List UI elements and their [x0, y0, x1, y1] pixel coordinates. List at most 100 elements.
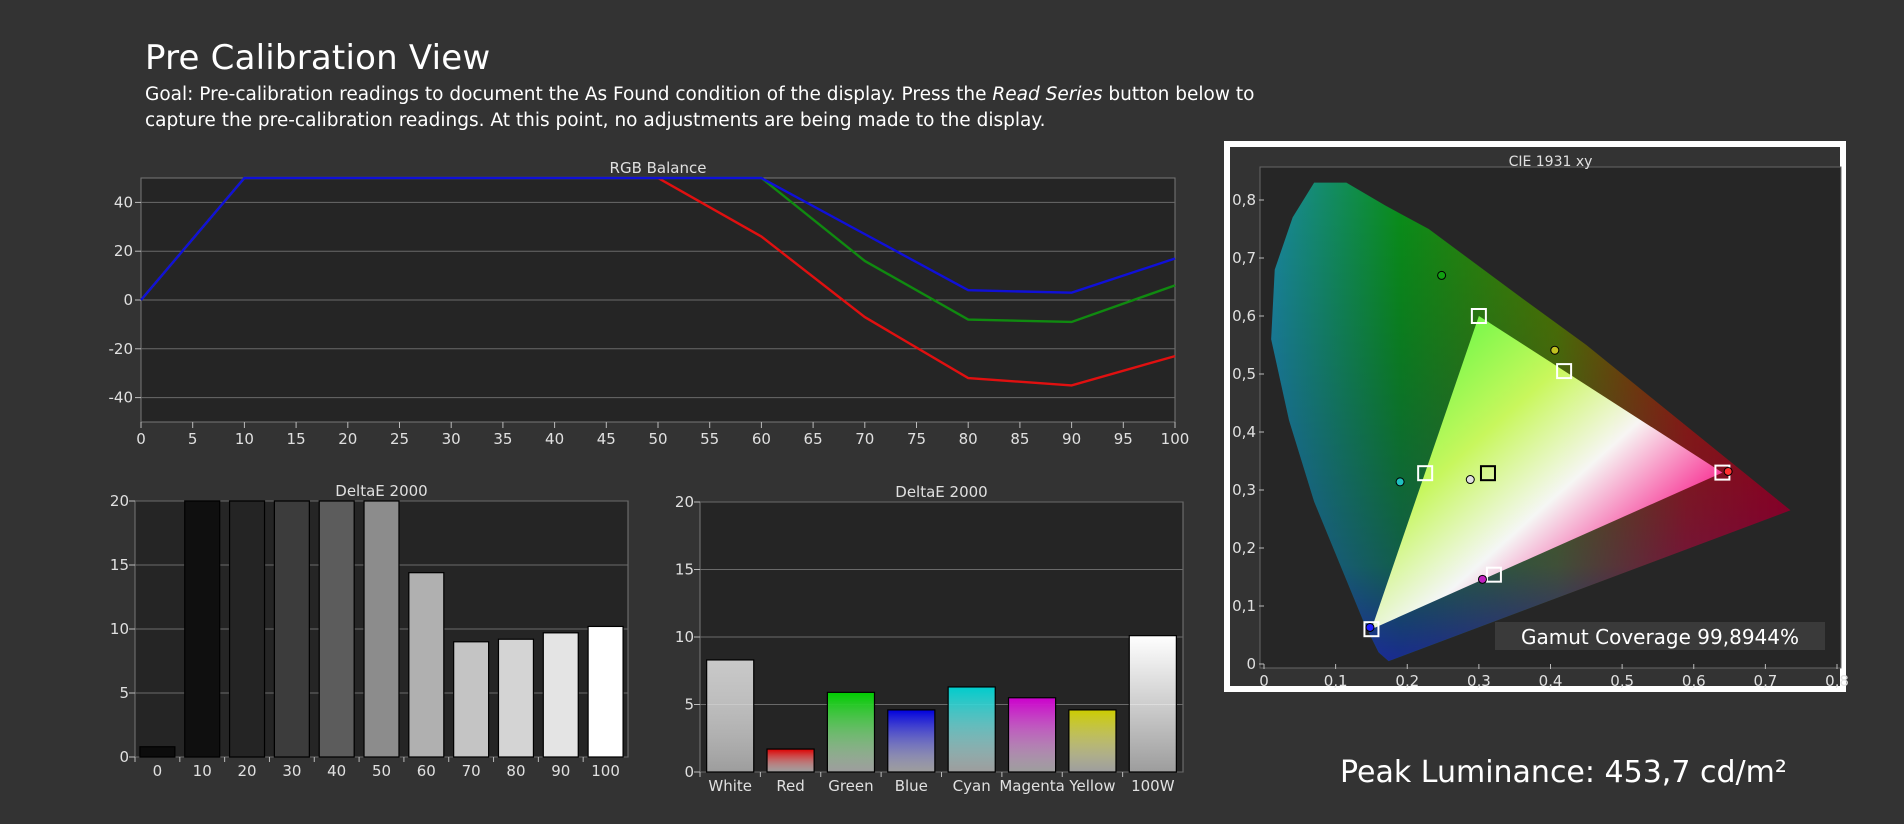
grayscale-x-tick-label: 60 [417, 762, 436, 780]
cie-measured-blue [1365, 622, 1375, 632]
cie-target-white [1479, 465, 1496, 482]
grayscale-bar-6 [408, 572, 445, 758]
grayscale-bar-3 [273, 500, 310, 758]
grayscale-x-tick-label: 20 [237, 762, 256, 780]
grayscale-x-tick-label: 40 [327, 762, 346, 780]
cie-target-cyan [1417, 465, 1434, 482]
colors-bar-1 [766, 748, 815, 773]
peak-luminance: Peak Luminance: 453,7 cd/m² [1340, 755, 1787, 790]
cie-y-tick-label: 0,3 [1232, 481, 1256, 499]
rgb-x-tick-label: 90 [1062, 430, 1081, 448]
cie-y-tick-label: 0,2 [1232, 539, 1256, 557]
rgb-x-tick-label: 45 [597, 430, 616, 448]
cie-y-tick-label: 0,4 [1232, 423, 1256, 441]
cie-target-green [1470, 308, 1487, 324]
cie-measured-red [1723, 466, 1733, 476]
rgb-x-tick-label: 80 [959, 430, 978, 448]
colors-x-tick-label: White [708, 777, 752, 795]
grayscale-bar-8 [497, 638, 535, 758]
rgb-x-tick-label: 100 [1161, 430, 1190, 448]
grayscale-x-tick-label: 100 [591, 762, 620, 780]
cie-y-tick-label: 0,1 [1232, 597, 1256, 615]
colors-y-tick-label: 0 [684, 763, 694, 781]
cie-x-tick-label: 0,8 [1825, 672, 1849, 690]
colors-bar-5 [1007, 697, 1057, 773]
grayscale-y-tick-label: 15 [110, 556, 129, 574]
rgb-y-tick-label: 40 [114, 193, 133, 211]
cie-chart-frame [1224, 141, 1846, 692]
colors-bar-6 [1068, 709, 1117, 773]
colors-x-tick-label: Cyan [953, 777, 991, 795]
rgb-x-tick-label: 60 [752, 430, 771, 448]
grayscale-x-tick-label: 0 [153, 762, 163, 780]
rgb-x-tick-label: 75 [907, 430, 926, 448]
rgb-x-tick-label: 25 [390, 430, 409, 448]
cie-x-tick-label: 0,1 [1324, 672, 1348, 690]
goal-text: Goal: Pre-calibration readings to docume… [145, 82, 1295, 134]
colors-y-tick-label: 10 [675, 628, 694, 646]
rgb-x-tick-label: 95 [1114, 430, 1133, 448]
colors-y-tick-label: 5 [684, 696, 694, 714]
rgb-x-tick-label: 50 [648, 430, 667, 448]
cie-y-tick-label: 0,8 [1232, 191, 1256, 209]
rgb-x-tick-label: 70 [855, 430, 874, 448]
grayscale-x-tick-label: 50 [372, 762, 391, 780]
cie-target-blue [1363, 621, 1380, 638]
rgb-x-tick-label: 40 [545, 430, 564, 448]
rgb-x-tick-label: 30 [442, 430, 461, 448]
grayscale-y-tick-label: 0 [119, 748, 129, 766]
colors-bar-7 [1128, 635, 1177, 773]
rgb-y-tick-label: 0 [123, 291, 133, 309]
rgb-x-tick-label: 0 [136, 430, 146, 448]
cie-x-tick-label: 0,2 [1395, 672, 1419, 690]
grayscale-bar-1 [184, 500, 221, 758]
grayscale-x-tick-label: 30 [282, 762, 301, 780]
rgb-chart-title: RGB Balance [610, 159, 707, 177]
cie-target-yellow [1556, 363, 1573, 380]
cie-y-tick-label: 0,6 [1232, 307, 1256, 325]
cie-y-tick-label: 0 [1246, 655, 1256, 673]
colors-x-tick-label: Blue [895, 777, 928, 795]
cie-x-tick-label: 0,4 [1539, 672, 1563, 690]
rgb-series-line-2 [140, 176, 1176, 301]
cie-y-tick-label: 0,5 [1232, 365, 1256, 383]
grayscale-y-tick-label: 20 [110, 492, 129, 510]
grayscale-bar-0 [139, 746, 176, 758]
grayscale-x-tick-label: 10 [193, 762, 212, 780]
grayscale-chart-title: DeltaE 2000 [335, 482, 427, 500]
cie-measured-cyan [1395, 477, 1405, 487]
cie-x-tick-label: 0,5 [1610, 672, 1634, 690]
rgb-x-tick-label: 20 [338, 430, 357, 448]
rgb-x-tick-label: 55 [700, 430, 719, 448]
cie-x-tick-label: 0,3 [1467, 672, 1491, 690]
cie-measured-white [1465, 475, 1475, 485]
grayscale-x-tick-label: 90 [551, 762, 570, 780]
colors-x-tick-label: 100W [1131, 777, 1175, 795]
rgb-x-tick-label: 35 [493, 430, 512, 448]
colors-x-tick-label: Yellow [1068, 777, 1115, 795]
colors-y-tick-label: 20 [675, 493, 694, 511]
grayscale-bar-5 [363, 500, 400, 758]
cie-x-tick-label: 0 [1259, 672, 1269, 690]
rgb-x-tick-label: 5 [188, 430, 198, 448]
rgb-x-tick-label: 10 [235, 430, 254, 448]
rgb-x-tick-label: 85 [1010, 430, 1029, 448]
colors-y-tick-label: 15 [675, 561, 694, 579]
rgb-y-tick-label: 20 [114, 242, 133, 260]
goal-text-end: button below to capture the pre-calibrat… [145, 84, 1255, 131]
colors-chart-title: DeltaE 2000 [895, 483, 987, 501]
cie-y-tick-label: 0,7 [1232, 249, 1256, 267]
read-series-emphasis: Read Series [992, 84, 1103, 105]
gamut-coverage-box [1495, 622, 1825, 650]
grayscale-bar-10 [587, 625, 624, 758]
cie-chart-title: CIE 1931 xy [1509, 154, 1593, 170]
cie-measured-magenta [1477, 574, 1487, 584]
cie-gamut-triangle [1371, 316, 1723, 630]
grayscale-bar-7 [453, 641, 490, 758]
grayscale-x-tick-label: 80 [506, 762, 525, 780]
gamut-coverage-label: Gamut Coverage 99,8944% [1521, 625, 1799, 649]
cie-measured-yellow [1550, 345, 1560, 355]
